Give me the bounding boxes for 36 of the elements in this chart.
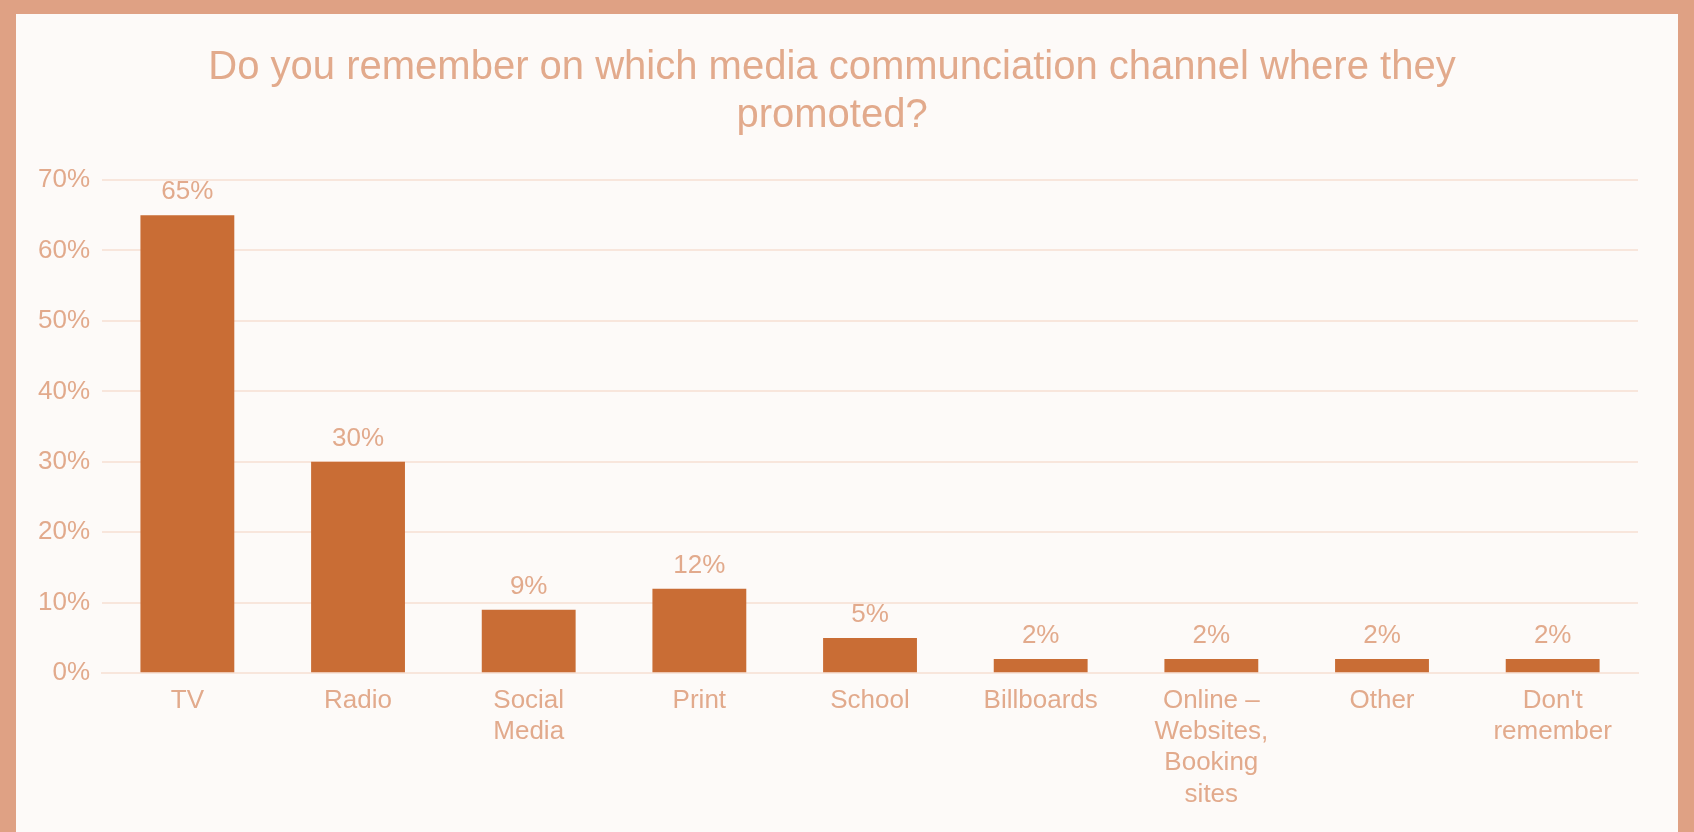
data-label: 5%	[851, 598, 889, 629]
x-tick-label: Radio	[324, 683, 392, 714]
bar	[652, 588, 747, 673]
data-label: 2%	[1363, 619, 1401, 650]
y-tick-label: 0%	[52, 656, 91, 687]
x-tick-label: Print	[672, 683, 727, 714]
y-tick-label: 60%	[37, 233, 91, 264]
data-label: 2%	[1533, 619, 1572, 650]
x-tick-label: Other	[1349, 683, 1415, 714]
bar	[1505, 659, 1600, 673]
data-label: 2%	[1021, 619, 1060, 650]
bar	[140, 215, 235, 673]
x-tick-label: Online – Websites, Booking sites	[1154, 683, 1269, 808]
bar	[311, 461, 405, 673]
bar	[993, 659, 1088, 673]
y-tick-label: 70%	[37, 163, 91, 194]
x-tick-label: TV	[170, 683, 205, 714]
x-tick-label: Social Media	[493, 683, 565, 746]
data-label: 2%	[1192, 619, 1231, 650]
bar	[481, 609, 576, 673]
x-tick-label: Don't remember	[1493, 683, 1613, 746]
data-label: 30%	[332, 422, 385, 452]
data-label: 12%	[673, 548, 726, 579]
y-tick-label: 30%	[37, 445, 91, 475]
y-tick-label: 20%	[37, 515, 91, 546]
x-tick-label: School	[830, 683, 910, 714]
data-label: 65%	[161, 175, 214, 206]
bar	[823, 637, 917, 673]
chart-title: Do you remember on which media communciation channel where they promoted?	[208, 43, 1456, 136]
y-tick-label: 40%	[37, 374, 91, 405]
data-label: 9%	[509, 569, 548, 600]
bar	[1164, 659, 1259, 673]
y-tick-label: 50%	[37, 304, 91, 335]
bar	[1335, 659, 1429, 673]
x-tick-label: Billboards	[983, 683, 1098, 714]
y-tick-label: 10%	[37, 585, 91, 616]
